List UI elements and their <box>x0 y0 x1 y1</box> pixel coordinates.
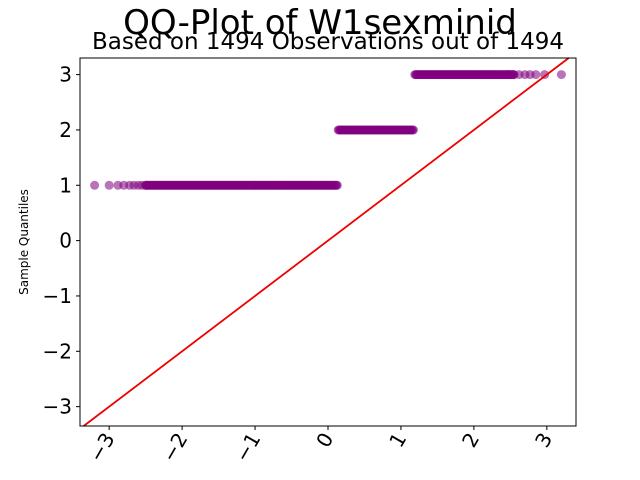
data-point <box>556 70 566 80</box>
y-tick-label: 1 <box>59 173 72 197</box>
y-tick-label: −2 <box>43 339 72 363</box>
x-tick-label: 3 <box>530 429 557 452</box>
reference-line <box>83 57 570 427</box>
y-axis-label: Sample Quantiles <box>17 189 31 295</box>
reference-line-layer <box>83 57 570 427</box>
chart-title: QQ-Plot of W1sexminid <box>123 3 517 43</box>
axes: −3 −2 −1 0 1 2 3 −3 −2 −1 0 1 2 3 <box>43 57 577 467</box>
y-tick-label: −1 <box>43 284 72 308</box>
x-tick-label: 1 <box>384 429 411 452</box>
data-points <box>90 70 566 190</box>
x-tick-label: 2 <box>457 429 484 452</box>
data-point <box>531 70 541 80</box>
x-tick-label: −2 <box>157 429 193 467</box>
x-tick-label: −3 <box>84 429 120 467</box>
chart-subtitle: Based on 1494 Observations out of 1494 <box>92 29 564 55</box>
x-tick-label: 0 <box>311 429 338 452</box>
plot-frame <box>79 57 577 427</box>
y-tick-label: −3 <box>43 395 72 419</box>
data-point <box>90 180 100 190</box>
x-tick-label: −1 <box>230 429 266 467</box>
y-tick-label: 2 <box>59 118 72 142</box>
data-point <box>408 125 418 135</box>
data-point <box>332 180 342 190</box>
y-tick-label: 3 <box>59 63 72 87</box>
y-tick-label: 0 <box>59 229 72 253</box>
data-point <box>104 180 114 190</box>
data-point <box>509 70 519 80</box>
